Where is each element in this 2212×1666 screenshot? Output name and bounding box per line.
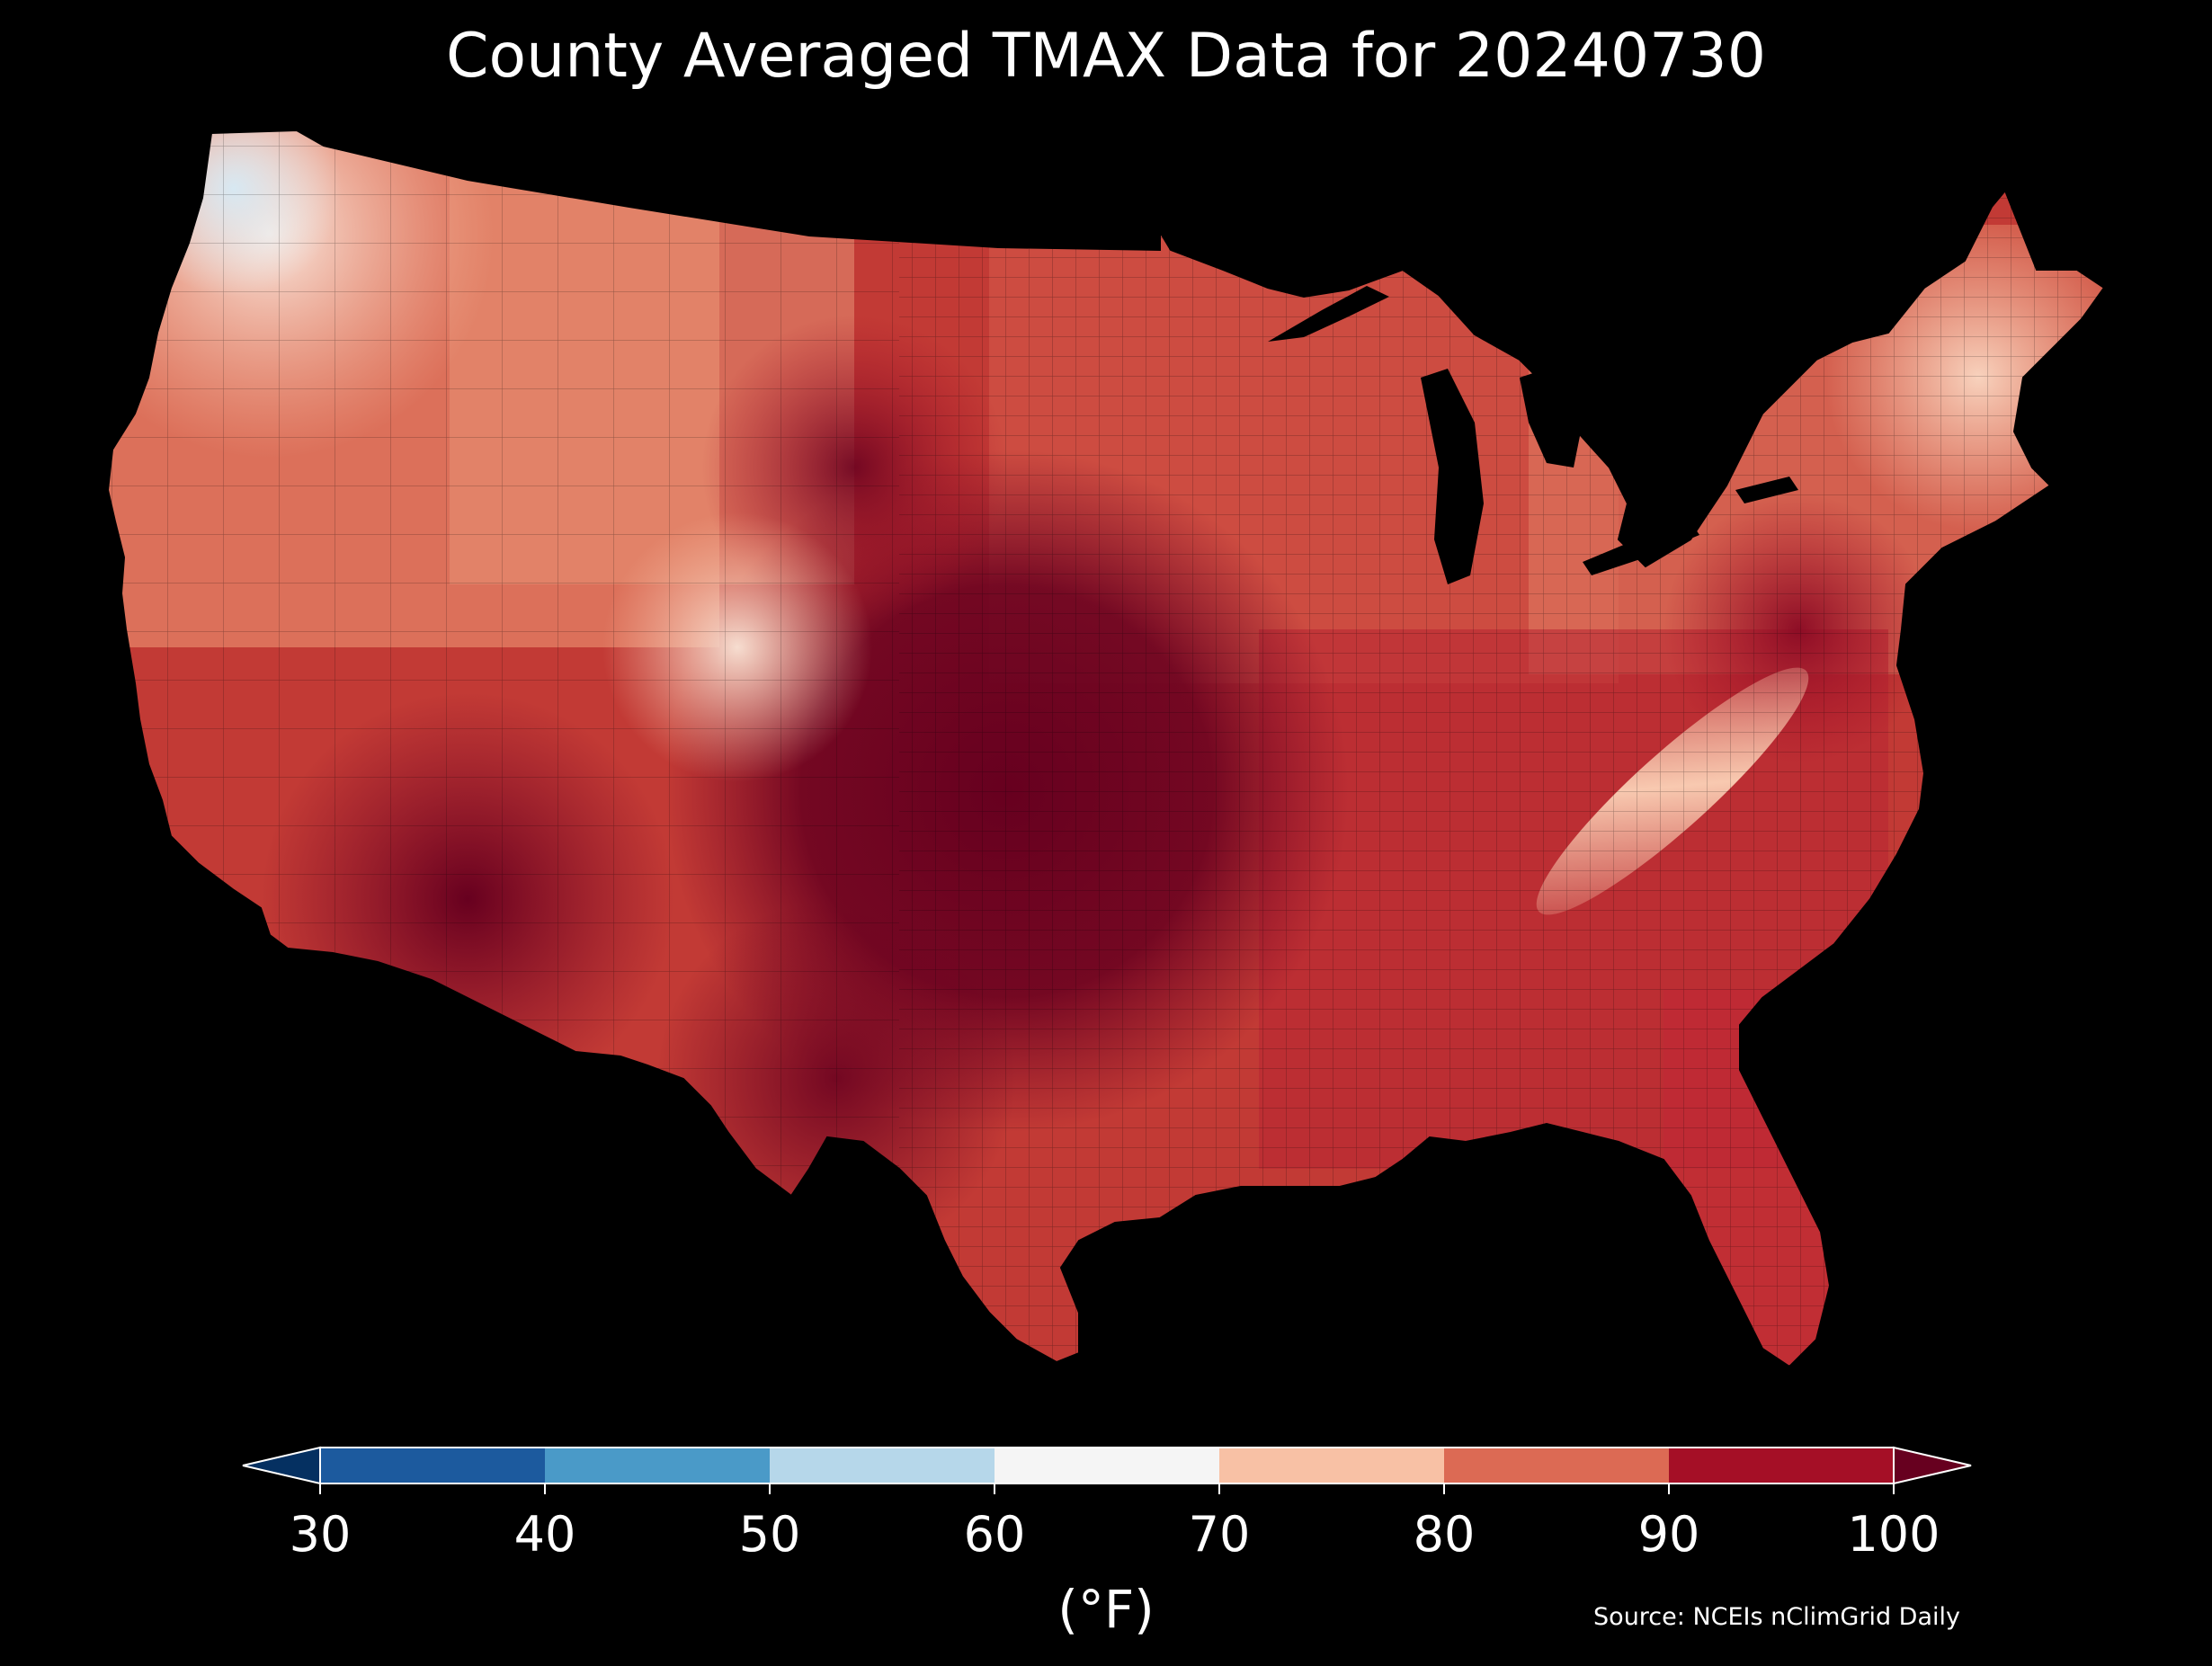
- colorbar-bin: [770, 1448, 995, 1483]
- lake-michigan: [1421, 369, 1484, 584]
- colorbar-overflow-triangle: [1893, 1446, 1972, 1485]
- colorbar: [242, 1446, 1972, 1494]
- source-credit: Source: NCEIs nClimGrid Daily: [1593, 1603, 1960, 1631]
- colorbar-bin: [1444, 1448, 1669, 1483]
- colorbar-bin: [545, 1448, 770, 1483]
- colorbar-tick-label: 80: [1413, 1506, 1476, 1563]
- colorbar-unit-label: (°F): [1057, 1579, 1155, 1640]
- lake-huron: [1520, 369, 1583, 468]
- map-title: County Averaged TMAX Data for 20240730: [446, 21, 1766, 92]
- colorbar-bin: [995, 1448, 1219, 1483]
- colorbar-tick-label: 70: [1188, 1506, 1251, 1563]
- country-outline: [106, 129, 2106, 1368]
- colorbar-bin: [1219, 1448, 1444, 1483]
- colorbar-frame: [319, 1447, 1895, 1484]
- great-lakes: [1268, 286, 1798, 584]
- lake-superior: [1268, 286, 1389, 342]
- colorbar-tick-label: 40: [513, 1506, 576, 1563]
- colorbar-tick-label: 50: [738, 1506, 801, 1563]
- lake-erie: [1583, 521, 1699, 575]
- colorbar-tick-label: 100: [1847, 1506, 1940, 1563]
- colorbar-tick-label: 60: [963, 1506, 1026, 1563]
- colorbar-tick-label: 30: [289, 1506, 352, 1563]
- colorbar-bin: [1669, 1448, 1894, 1483]
- colorbar-tick-label: 90: [1637, 1506, 1700, 1563]
- colorbar-underflow-triangle: [242, 1446, 321, 1485]
- colorbar-bin: [320, 1448, 545, 1483]
- colorbar-ticks: [319, 1483, 1895, 1494]
- lake-ontario: [1735, 477, 1798, 503]
